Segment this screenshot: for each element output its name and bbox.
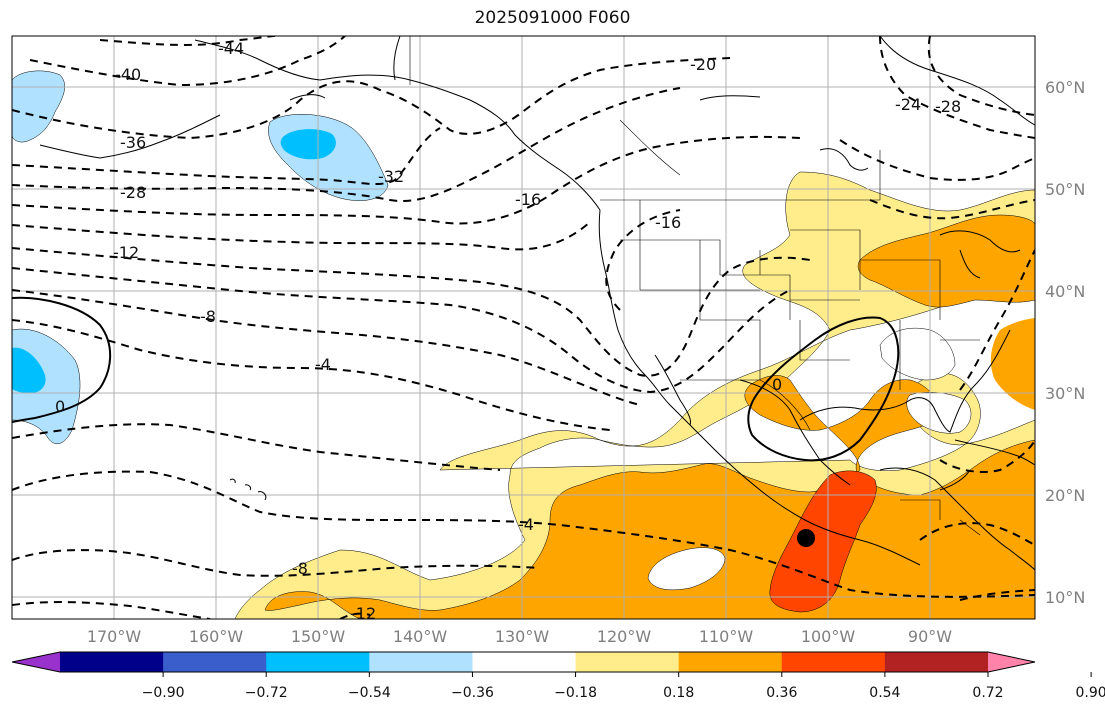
contour-label: -12 bbox=[350, 604, 376, 623]
zero-contours bbox=[12, 296, 900, 462]
colorbar-segment bbox=[163, 652, 267, 672]
lon-label: 100°W bbox=[801, 627, 856, 646]
map-title: 2025091000 F060 bbox=[474, 8, 631, 28]
colorbar-extend-high bbox=[988, 652, 1035, 672]
political-borders bbox=[409, 36, 981, 536]
lat-label: 10°N bbox=[1045, 588, 1085, 607]
positive-anomaly-region bbox=[857, 214, 1035, 308]
colorbar-tick-label: 0.18 bbox=[663, 685, 694, 701]
colorbar-tick-label: 0.54 bbox=[869, 685, 900, 701]
colorbar-segment bbox=[472, 652, 577, 672]
neutral-region bbox=[879, 327, 956, 381]
colorbar-segment bbox=[781, 652, 886, 672]
colorbar-tick-label: 0.90 bbox=[1076, 685, 1105, 701]
strong-anomaly-region bbox=[769, 470, 877, 613]
colorbar-tick-label: −0.18 bbox=[554, 685, 597, 701]
longitude-labels: 170°W 160°W 150°W 140°W 130°W 120°W 110°… bbox=[87, 627, 952, 646]
contour-label: -8 bbox=[200, 307, 216, 326]
contour-label: -4 bbox=[315, 355, 331, 374]
storm-center-marker bbox=[797, 529, 815, 547]
colorbar-tick-label: −0.90 bbox=[142, 685, 185, 701]
contour-label: -28 bbox=[935, 97, 961, 116]
contour-label: -36 bbox=[120, 133, 146, 152]
lon-label: 110°W bbox=[699, 627, 754, 646]
negative-anomaly-core bbox=[280, 129, 336, 160]
contour-label: -4 bbox=[518, 515, 534, 534]
contour-label: -40 bbox=[115, 65, 141, 84]
colorbar: −0.90 −0.72 −0.54 −0.36 −0.18 0.18 0.36 0.54 0.7… bbox=[11, 651, 1105, 701]
lon-label: 90°W bbox=[908, 627, 952, 646]
lat-label: 40°N bbox=[1045, 282, 1085, 301]
lon-label: 130°W bbox=[495, 627, 550, 646]
colorbar-tick-label: −0.54 bbox=[348, 685, 391, 701]
colorbar-tick-label: 0.72 bbox=[972, 685, 1003, 701]
contour-label: -32 bbox=[378, 167, 404, 186]
graticule bbox=[12, 36, 1035, 619]
anomaly-fill-layer bbox=[12, 70, 1035, 619]
lat-label: 60°N bbox=[1045, 78, 1085, 97]
colorbar-tick-label: 0.36 bbox=[766, 685, 797, 701]
contour-label: 0 bbox=[772, 375, 782, 394]
contour-label: -24 bbox=[895, 95, 921, 114]
map-border bbox=[11, 35, 1036, 620]
contour-label: 0 bbox=[55, 397, 65, 416]
lon-label: 140°W bbox=[393, 627, 448, 646]
colorbar-segment bbox=[884, 652, 989, 672]
contour-label: -44 bbox=[218, 39, 244, 58]
colorbar-extend-low bbox=[12, 652, 60, 672]
colorbar-segment bbox=[266, 652, 370, 672]
colorbar-segment bbox=[678, 652, 783, 672]
negative-anomaly-region bbox=[12, 70, 65, 143]
lon-label: 120°W bbox=[597, 627, 652, 646]
negative-anomaly-core bbox=[12, 347, 46, 394]
coastlines bbox=[39, 36, 1035, 571]
contour-label: -16 bbox=[655, 213, 681, 232]
neutral-region bbox=[906, 392, 972, 434]
colorbar-segment bbox=[369, 652, 473, 672]
contour-label: -20 bbox=[690, 55, 716, 74]
colorbar-tick-label: −0.36 bbox=[451, 685, 494, 701]
neutral-region bbox=[647, 547, 726, 591]
lon-label: 160°W bbox=[189, 627, 244, 646]
contour-label: -8 bbox=[292, 559, 308, 578]
lat-label: 50°N bbox=[1045, 180, 1085, 199]
lat-label: 20°N bbox=[1045, 486, 1085, 505]
lon-label: 170°W bbox=[87, 627, 142, 646]
lon-label: 150°W bbox=[291, 627, 346, 646]
colorbar-segment bbox=[575, 652, 680, 672]
colorbar-segment bbox=[60, 652, 164, 672]
contour-label: -16 bbox=[515, 190, 541, 209]
colorbar-tick-label: −0.72 bbox=[245, 685, 288, 701]
lat-label: 30°N bbox=[1045, 384, 1085, 403]
positive-anomaly-region bbox=[990, 318, 1035, 410]
contour-label: -28 bbox=[120, 183, 146, 202]
contour-label: -12 bbox=[113, 243, 139, 262]
contour-label-layer: -44 -40 -36 -32 -28 -24 -20 -16 -16 -12 … bbox=[55, 39, 961, 623]
latitude-labels: 60°N 50°N 40°N 30°N 20°N 10°N bbox=[1045, 78, 1085, 607]
